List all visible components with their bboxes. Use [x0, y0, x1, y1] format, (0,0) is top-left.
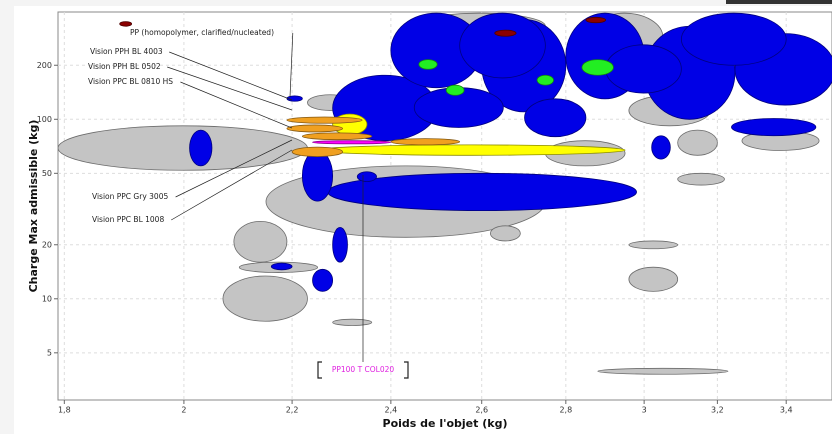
range-bubble — [597, 367, 729, 375]
range-bubble — [332, 318, 373, 326]
annotation: Vision PPC Gry 3005 — [92, 192, 168, 201]
range-bubble — [119, 21, 133, 27]
leader-line — [289, 32, 294, 98]
range-bubble — [581, 59, 614, 76]
range-bubble — [585, 16, 607, 24]
y-tick-label: 100 — [37, 115, 52, 124]
range-bubble — [445, 84, 465, 96]
x-tick-label: 2,4 — [384, 406, 397, 415]
leader-line — [175, 139, 293, 198]
top-bar — [726, 0, 832, 4]
y-tick-label: 5 — [47, 348, 52, 357]
range-bubble — [731, 118, 817, 137]
annotation: PP (homopolymer, clarified/nucleated) — [130, 28, 274, 37]
range-bubble — [459, 12, 546, 79]
x-tick-label: 2,8 — [559, 406, 572, 415]
annotation: Vision PPH BL 4003 — [90, 47, 163, 56]
range-bubble — [356, 171, 377, 182]
y-axis-label: Charge Max admissible (kg) — [27, 120, 40, 293]
x-tick-label: 2 — [181, 406, 186, 415]
range-bubble — [680, 12, 787, 66]
range-bubble — [628, 240, 679, 250]
x-axis-label: Poids de l'objet (kg) — [383, 417, 508, 430]
range-bubble — [317, 144, 626, 156]
range-bubble — [233, 220, 288, 263]
range-bubble — [490, 225, 521, 242]
range-bubble — [58, 125, 308, 171]
range-bubble — [494, 29, 517, 37]
range-bubble — [332, 226, 348, 263]
range-bubble — [536, 74, 554, 86]
x-tick-label: 3,4 — [780, 406, 793, 415]
range-bubble — [312, 140, 392, 145]
range-bubble — [301, 132, 373, 141]
range-bubble — [628, 266, 679, 292]
range-bubble — [651, 135, 671, 160]
annotation: Vision PPC BL 1008 — [92, 215, 164, 224]
range-bubble — [312, 268, 334, 292]
range-bubble — [270, 262, 293, 271]
range-bubble — [189, 129, 213, 167]
range-bubble — [605, 44, 682, 94]
y-tick-label: 50 — [42, 169, 52, 178]
range-bubble — [418, 59, 438, 70]
range-bubble — [291, 146, 343, 157]
leader-line — [180, 81, 293, 129]
bracket — [317, 361, 409, 379]
y-tick-label: 10 — [42, 294, 52, 303]
leader-line — [169, 51, 293, 101]
annotation: PP100 T COL020 — [332, 365, 395, 374]
y-tick-label: 20 — [42, 240, 52, 249]
bubbles — [58, 12, 832, 375]
range-bubble — [286, 124, 343, 133]
annotation: Vision PPH BL 0502 — [88, 62, 161, 71]
range-bubble — [677, 129, 718, 156]
y-tick-label: 200 — [37, 61, 52, 70]
range-bubble — [222, 275, 308, 322]
range-bubble — [524, 98, 587, 138]
annotation: Vision PPC BL 0810 HS — [88, 77, 173, 86]
x-tick-label: 2,2 — [286, 406, 299, 415]
x-tick-label: 3 — [642, 406, 647, 415]
range-bubble — [390, 138, 461, 146]
leader-line — [171, 149, 293, 221]
range-bubble — [286, 95, 303, 102]
x-tick-label: 1,8 — [58, 406, 71, 415]
range-bubble — [677, 172, 725, 186]
x-tick-label: 3,2 — [711, 406, 724, 415]
x-tick-label: 2,6 — [475, 406, 488, 415]
range-bubble — [286, 116, 363, 124]
range-bubble — [301, 150, 334, 202]
leader-line — [167, 66, 293, 111]
